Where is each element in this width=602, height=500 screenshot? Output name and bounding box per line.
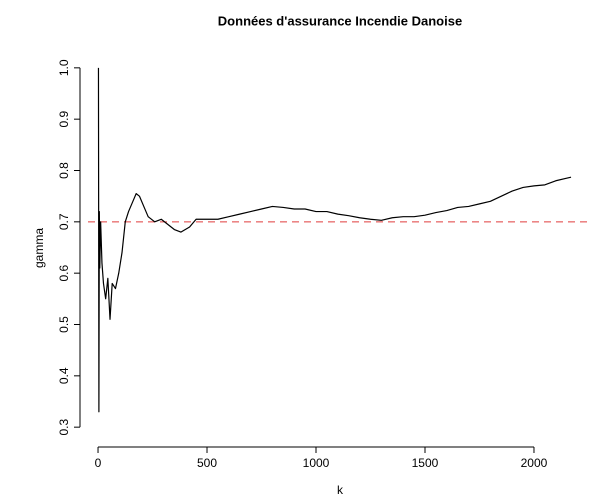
data-line: [97, 67, 572, 413]
y-tick-label: 0.6: [57, 265, 71, 282]
y-tick-label: 0.8: [57, 162, 71, 179]
y-tick-label: 0.3: [57, 419, 71, 436]
x-tick-label: 500: [197, 456, 217, 470]
y-tick-label: 1.0: [57, 59, 71, 76]
x-tick-label: 2000: [521, 456, 548, 470]
y-tick-label: 0.5: [57, 316, 71, 333]
y-tick-label: 0.9: [57, 111, 71, 128]
x-tick-label: 1000: [303, 456, 330, 470]
y-axis-label: gamma: [32, 228, 46, 268]
x-axis-label: k: [337, 483, 344, 497]
y-tick-label: 0.4: [57, 367, 71, 384]
y-tick-label: 0.7: [57, 213, 71, 230]
x-tick-label: 0: [95, 456, 102, 470]
x-tick-label: 1500: [412, 456, 439, 470]
chart-title: Données d'assurance Incendie Danoise: [218, 13, 462, 28]
